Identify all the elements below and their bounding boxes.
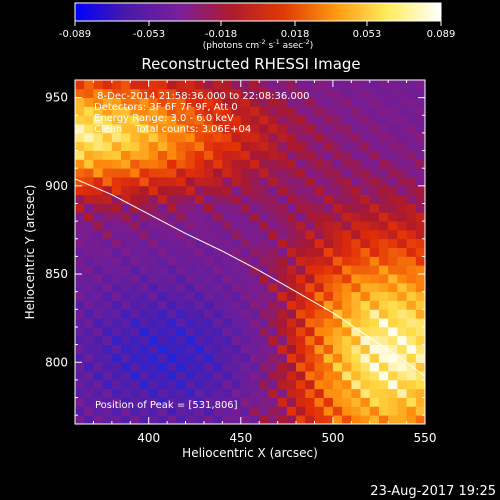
- y-axis-label: Heliocentric Y (arcsec): [23, 185, 37, 320]
- colorbar-units: (photons cm-2 s-1 asec-2): [203, 38, 314, 51]
- footer-date: 23-Aug-2017 19:25: [370, 484, 496, 499]
- x-tick-label: 400: [137, 431, 160, 445]
- colorbar-tick-label: 0.089: [427, 29, 456, 40]
- solar-limb-curve: [75, 178, 425, 377]
- x-tick-label: 450: [229, 431, 252, 445]
- colorbar-tick-label: 0.053: [353, 29, 382, 40]
- colorbar-tick-label: -0.053: [133, 29, 165, 40]
- annotation-peak: Position of Peak = [531,806]: [95, 400, 238, 411]
- plot-frame: [74, 79, 426, 425]
- y-tick-label: 900: [45, 179, 68, 193]
- heatmap-image: [75, 80, 425, 424]
- annotation-energy: Energy Range: 3.0 - 6.0 keV: [94, 113, 234, 124]
- chart-title: Reconstructed RHESSI Image: [141, 55, 360, 73]
- colorbar-tick-label: -0.089: [59, 29, 91, 40]
- annotation-clean: Clean Total counts: 3.06E+04: [94, 124, 251, 135]
- annotation-detectors: Detectors: 3F 6F 7F 9F, Att 0: [94, 102, 238, 113]
- colorbar-tick-label: -0.018: [205, 29, 237, 40]
- x-tick-label: 500: [321, 431, 344, 445]
- y-tick-label: 850: [45, 267, 68, 281]
- colorbar-ticks: -0.089 -0.053 -0.018 0.018 0.053 0.089: [59, 21, 455, 40]
- y-tick-label: 800: [45, 355, 68, 369]
- colorbar: [74, 2, 442, 22]
- y-tick-label: 950: [45, 91, 68, 105]
- x-tick-label: 550: [414, 431, 437, 445]
- axis-ticks: 400 450 500 550 800 850 900 950: [45, 79, 437, 445]
- colorbar-tick-label: 0.018: [281, 29, 310, 40]
- annotation-time: 8-Dec-2014 21:58:36.000 to 22:08:36.000: [94, 91, 310, 102]
- x-axis-label: Heliocentric X (arcsec): [182, 446, 318, 460]
